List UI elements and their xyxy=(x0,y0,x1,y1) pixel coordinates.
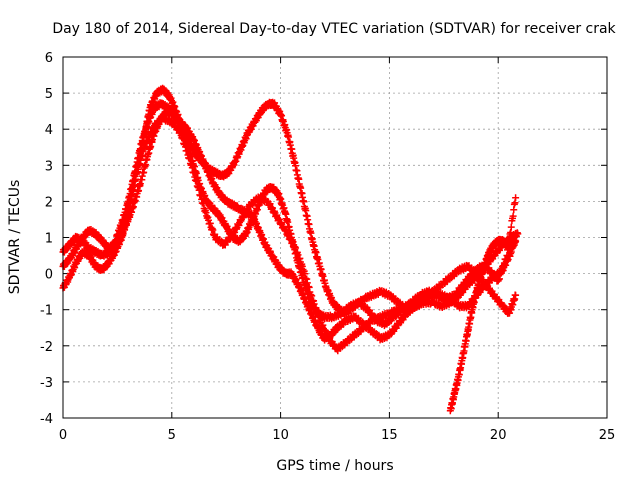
y-tick-label: 1 xyxy=(45,232,53,247)
grid xyxy=(63,57,607,418)
y-tick-label: 0 xyxy=(45,268,53,283)
data-point xyxy=(512,237,520,245)
data-point xyxy=(514,230,522,238)
y-axis-label: SDTVAR / TECUs xyxy=(7,180,23,295)
y-tick-label: 6 xyxy=(45,51,53,66)
x-tick-label: 10 xyxy=(272,428,289,443)
chart-title: Day 180 of 2014, Sidereal Day-to-day VTE… xyxy=(52,21,616,37)
y-tick-label: -1 xyxy=(40,304,53,319)
x-tick-label: 15 xyxy=(381,428,398,443)
y-tick-label: 3 xyxy=(45,159,53,174)
data-point-interp xyxy=(507,223,515,231)
x-tick-label: 25 xyxy=(599,428,616,443)
y-tick-label: -4 xyxy=(40,412,53,427)
x-tick-label: 0 xyxy=(59,428,67,443)
plot-frame xyxy=(62,56,608,419)
data-point-interp xyxy=(509,212,517,220)
x-tick-label: 5 xyxy=(168,428,176,443)
series-track-4 xyxy=(107,113,515,355)
tick-labels: 0 5 10 15 20 25 -4 -3 -2 -1 0 1 2 3 4 5 6 xyxy=(40,51,615,443)
series-track-5 xyxy=(446,235,520,415)
y-tick-label: -3 xyxy=(40,376,53,391)
x-tick-label: 20 xyxy=(490,428,507,443)
y-tick-label: -2 xyxy=(40,340,53,355)
y-tick-label: 4 xyxy=(45,123,53,138)
x-axis-label: GPS time / hours xyxy=(276,458,393,474)
data-points xyxy=(59,84,522,415)
series-track-3 xyxy=(59,106,522,344)
y-tick-label: 5 xyxy=(45,87,53,102)
data-point xyxy=(512,194,520,202)
y-tick-label: 2 xyxy=(45,195,53,210)
data-point xyxy=(512,291,520,299)
